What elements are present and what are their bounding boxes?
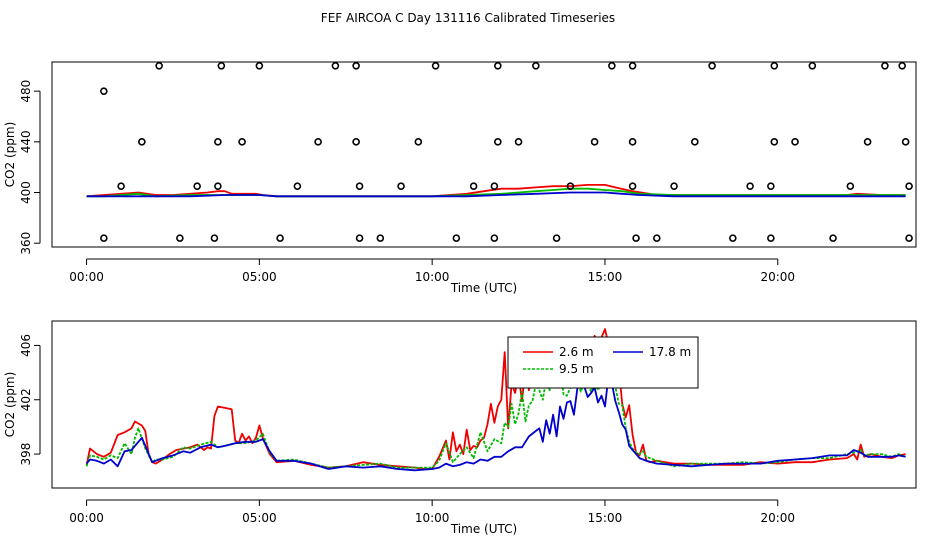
top-data-point	[494, 138, 502, 146]
top-data-point	[176, 234, 184, 242]
top-data-point	[490, 182, 499, 190]
top-data-point	[193, 182, 201, 190]
top-data-point	[708, 62, 716, 70]
top-data-point	[355, 182, 364, 190]
top-data-point	[628, 138, 637, 146]
top-data-point	[905, 234, 913, 242]
top-data-point	[238, 138, 246, 146]
top-data-point	[566, 182, 575, 190]
figure-title: FEF AIRCOA C Day 131116 Calibrated Times…	[321, 11, 615, 25]
top-data-point	[276, 234, 284, 242]
top-data-point	[210, 234, 219, 242]
top-x-tick-label: 20:00	[760, 270, 795, 284]
top-data-point	[214, 182, 222, 190]
top-x-axis-label: Time (UTC)	[450, 281, 517, 295]
bottom-y-axis-label: CO2 (ppm)	[3, 372, 17, 438]
top-data-point	[214, 138, 222, 146]
bottom-series-line-0	[85, 328, 906, 470]
top-x-tick-label: 00:00	[69, 270, 104, 284]
top-data-point	[293, 182, 302, 190]
top-data-point	[729, 234, 737, 242]
bottom-y-tick-label: 402	[19, 388, 33, 411]
top-data-layer	[86, 62, 913, 242]
top-data-point	[691, 138, 699, 146]
bottom-panel: Time (UTC) CO2 (ppm) 00:00 05:00 10:00 15:0…	[3, 320, 917, 536]
bottom-x-axis-label: Time (UTC)	[450, 522, 517, 536]
top-data-point	[767, 182, 775, 190]
bottom-x-tick-label: 10:00	[415, 511, 450, 525]
bottom-x-tick-label: 15:00	[588, 511, 623, 525]
legend-label-0: 2.6 m	[559, 345, 594, 359]
bottom-y-tick-label: 406	[19, 334, 33, 357]
top-data-point	[431, 62, 440, 70]
top-panel: Time (UTC) CO2 (ppm) 00:00 05:00 10:00 15:0…	[3, 61, 917, 295]
top-plot-frame	[51, 61, 917, 248]
top-data-point	[863, 138, 872, 146]
bottom-series-line-2	[85, 375, 906, 472]
bottom-series-line-1	[85, 360, 906, 469]
top-y-tick-label: 360	[19, 232, 33, 255]
top-data-point	[397, 182, 405, 190]
top-data-point	[452, 234, 461, 242]
top-data-point	[217, 62, 226, 70]
top-y-tick-label: 400	[19, 181, 33, 204]
top-data-point	[670, 182, 678, 190]
top-data-point	[355, 234, 364, 242]
top-x-tick-label: 05:00	[242, 270, 277, 284]
top-data-point	[552, 234, 561, 242]
top-data-point	[628, 182, 637, 190]
top-data-point	[532, 62, 540, 70]
top-data-point	[469, 182, 478, 190]
top-data-point	[314, 138, 322, 146]
bottom-y-tick-label: 398	[19, 443, 33, 466]
bottom-data-layer	[85, 328, 906, 472]
top-y-axis-label: CO2 (ppm)	[3, 122, 17, 188]
top-data-point	[352, 138, 360, 146]
top-data-point	[881, 62, 889, 70]
legend-box	[507, 336, 699, 389]
legend-label-2: 17.8 m	[649, 345, 691, 359]
top-data-point	[376, 234, 385, 242]
top-data-point	[808, 62, 817, 70]
top-data-point	[255, 62, 264, 70]
top-data-point	[414, 138, 423, 146]
top-data-point	[791, 138, 799, 146]
top-x-tick-label: 15:00	[588, 270, 623, 284]
top-data-point	[652, 234, 661, 242]
top-data-point	[746, 182, 754, 190]
top-data-point	[846, 182, 855, 190]
legend-label-1: 9.5 m	[559, 362, 594, 376]
top-y-tick-label: 480	[19, 80, 33, 103]
bottom-x-tick-label: 05:00	[242, 511, 277, 525]
top-data-point	[608, 62, 616, 70]
top-x-tick-label: 10:00	[415, 270, 450, 284]
top-y-tick-label: 440	[19, 130, 33, 153]
top-data-point	[138, 138, 146, 146]
bottom-x-tick-label: 00:00	[69, 511, 104, 525]
top-data-point	[829, 234, 837, 242]
top-data-point	[331, 62, 340, 70]
top-data-point	[767, 234, 775, 242]
top-data-point	[901, 138, 910, 146]
top-data-point	[905, 182, 913, 190]
top-data-point	[117, 182, 125, 190]
top-data-point	[494, 62, 502, 70]
top-data-point	[514, 138, 523, 146]
top-series-line-2	[86, 191, 906, 198]
top-data-point	[352, 62, 360, 70]
top-data-point	[155, 62, 163, 70]
top-data-point	[628, 62, 637, 70]
top-data-point	[898, 62, 906, 70]
bottom-x-tick-label: 20:00	[760, 511, 795, 525]
top-data-point	[590, 138, 599, 146]
top-data-point	[100, 234, 108, 242]
top-data-point	[632, 234, 640, 242]
bottom-plot-frame	[51, 320, 917, 489]
top-data-point	[770, 138, 779, 146]
top-data-point	[490, 234, 499, 242]
top-data-point	[770, 62, 779, 70]
top-data-point	[100, 87, 108, 95]
